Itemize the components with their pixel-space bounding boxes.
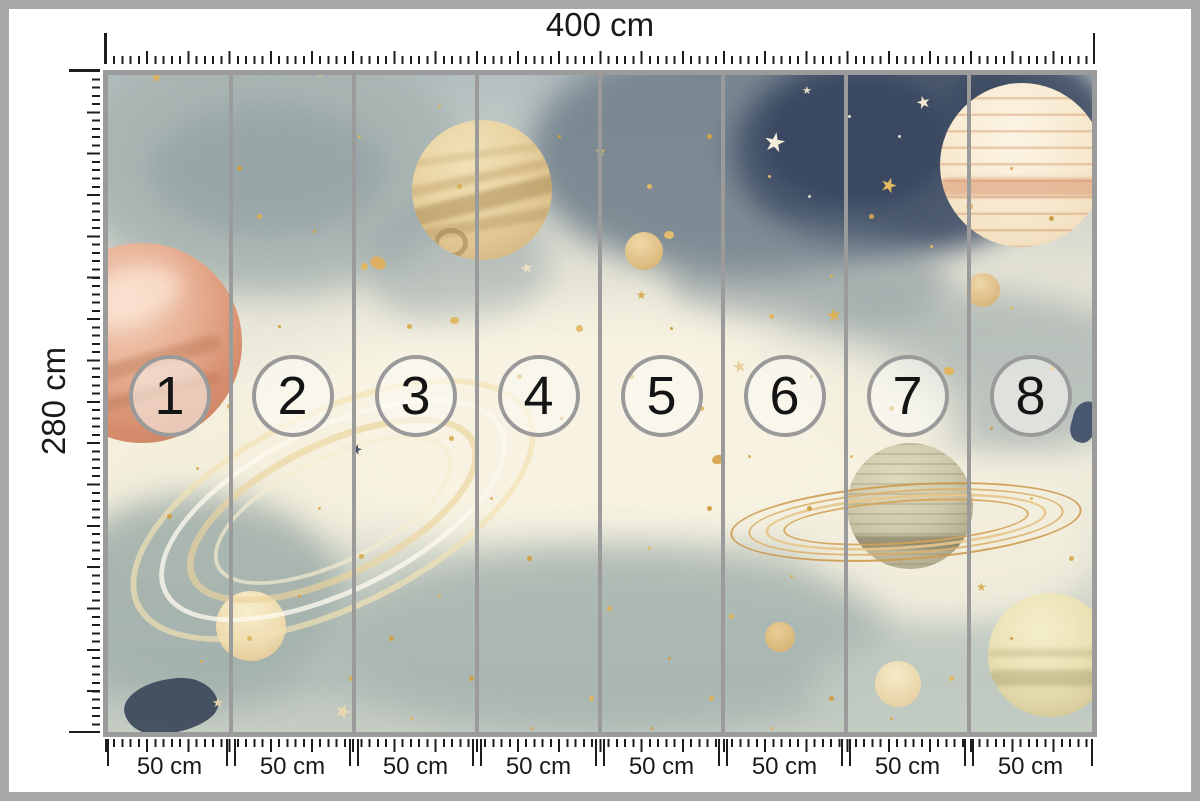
panel-number-badge: 8 — [989, 355, 1072, 437]
watercolor-cloud-navy-dark — [763, 75, 953, 205]
panel-boundary-tick — [841, 739, 851, 766]
planet-band — [988, 669, 1092, 686]
cream-planet — [875, 661, 921, 707]
star-icon: ★ — [314, 75, 326, 80]
panel-number-badge: 2 — [251, 355, 334, 437]
panel-divider — [720, 70, 726, 737]
olive-saturn-planet — [847, 443, 973, 569]
star-icon: ★ — [150, 75, 163, 86]
star-icon: ★ — [212, 696, 224, 711]
panel-width-labels: 50 cm 50 cm 50 cm 50 cm 50 cm 50 cm 50 c… — [108, 753, 1092, 781]
panel-width-label: 50 cm — [874, 753, 941, 780]
panel-width-label: 50 cm — [751, 753, 818, 780]
panel-divider — [843, 70, 849, 737]
panel-boundary-tick — [349, 739, 359, 766]
left-ruler — [69, 69, 100, 733]
height-dimension-label: 280 cm — [24, 70, 84, 732]
star-icon: ★ — [824, 303, 844, 328]
bottom-ruler-minor-ticks — [105, 739, 1094, 747]
left-ruler-start-tick — [69, 69, 100, 72]
small-cream-planet — [216, 591, 286, 661]
wallpaper-mural: ★ ★ ★ ★ ★ ★ ★ ★ ★ ★ ★ ★ ★ ★ ★ — [103, 70, 1097, 737]
panel-number-badge: 7 — [866, 355, 949, 437]
cream-striped-planet — [940, 83, 1092, 247]
planet-highlight — [108, 255, 188, 341]
panel-boundary-tick — [595, 739, 605, 766]
jupiter-tan-planet — [412, 120, 552, 260]
panel-number: 3 — [400, 366, 431, 426]
panel-boundary-tick — [106, 739, 110, 766]
panel-boundary-tick — [226, 739, 236, 766]
panel-number: 4 — [523, 366, 554, 426]
panel-boundary-tick — [718, 739, 728, 766]
pale-yellow-planet — [988, 593, 1092, 717]
gold-splat — [450, 317, 459, 324]
top-ruler-end-tick — [1092, 33, 1095, 64]
panel-width-label: 50 cm — [505, 753, 572, 780]
panel-number-badge: 4 — [497, 355, 580, 437]
panel-width-label: 50 cm — [382, 753, 449, 780]
width-dimension-label: 400 cm — [545, 6, 655, 43]
panel-width-label: 50 cm — [259, 753, 326, 780]
height-dimension-text: 280 cm — [35, 346, 72, 456]
panel-number-badge: 1 — [128, 355, 211, 437]
panel-number-badge: 5 — [620, 355, 703, 437]
panel-width-label: 50 cm — [628, 753, 695, 780]
panel-width-label: 50 cm — [136, 753, 203, 780]
planet-thick-band — [940, 178, 1092, 197]
small-gold-planet — [765, 622, 795, 652]
gold-splatter-dots — [108, 75, 111, 78]
planet-dark-band — [847, 536, 973, 551]
star-icon: ★ — [729, 355, 750, 379]
bottom-ruler — [105, 739, 1094, 767]
planet-storm-eye — [434, 228, 468, 258]
small-tan-planet-2 — [966, 273, 1000, 307]
top-ruler-minor-ticks — [105, 56, 1094, 64]
star-icon: ★ — [976, 580, 987, 594]
panel-number: 7 — [892, 366, 923, 426]
left-ruler-minor-ticks — [92, 70, 100, 732]
panel-number: 6 — [769, 366, 800, 426]
panel-number: 1 — [154, 366, 185, 426]
planet-stripes — [940, 83, 1092, 247]
panel-divider — [966, 70, 972, 737]
panel-number: 8 — [1015, 366, 1046, 426]
panel-width-label: 50 cm — [997, 753, 1064, 780]
panel-divider — [474, 70, 480, 737]
panel-divider — [351, 70, 357, 737]
panel-boundary-tick — [964, 739, 974, 766]
left-ruler-end-tick — [69, 730, 100, 733]
panel-number: 5 — [646, 366, 677, 426]
gold-splat — [664, 231, 674, 239]
panel-number: 2 — [277, 366, 308, 426]
star-icon: ★ — [802, 84, 812, 97]
watercolor-cloud-sage-dark — [148, 105, 388, 235]
top-ruler-start-tick — [104, 33, 107, 64]
panel-divider — [597, 70, 603, 737]
panel-boundary-tick — [472, 739, 482, 766]
small-tan-planet — [625, 232, 663, 270]
planet-band — [988, 648, 1092, 657]
star-icon: ★ — [518, 257, 535, 279]
panel-divider — [228, 70, 234, 737]
panel-number-badge: 3 — [374, 355, 457, 437]
panel-boundary-tick — [1090, 739, 1094, 766]
panel-number-badge: 6 — [743, 355, 826, 437]
star-icon: ★ — [760, 126, 789, 160]
star-icon: ★ — [636, 288, 647, 302]
top-ruler — [104, 33, 1095, 64]
